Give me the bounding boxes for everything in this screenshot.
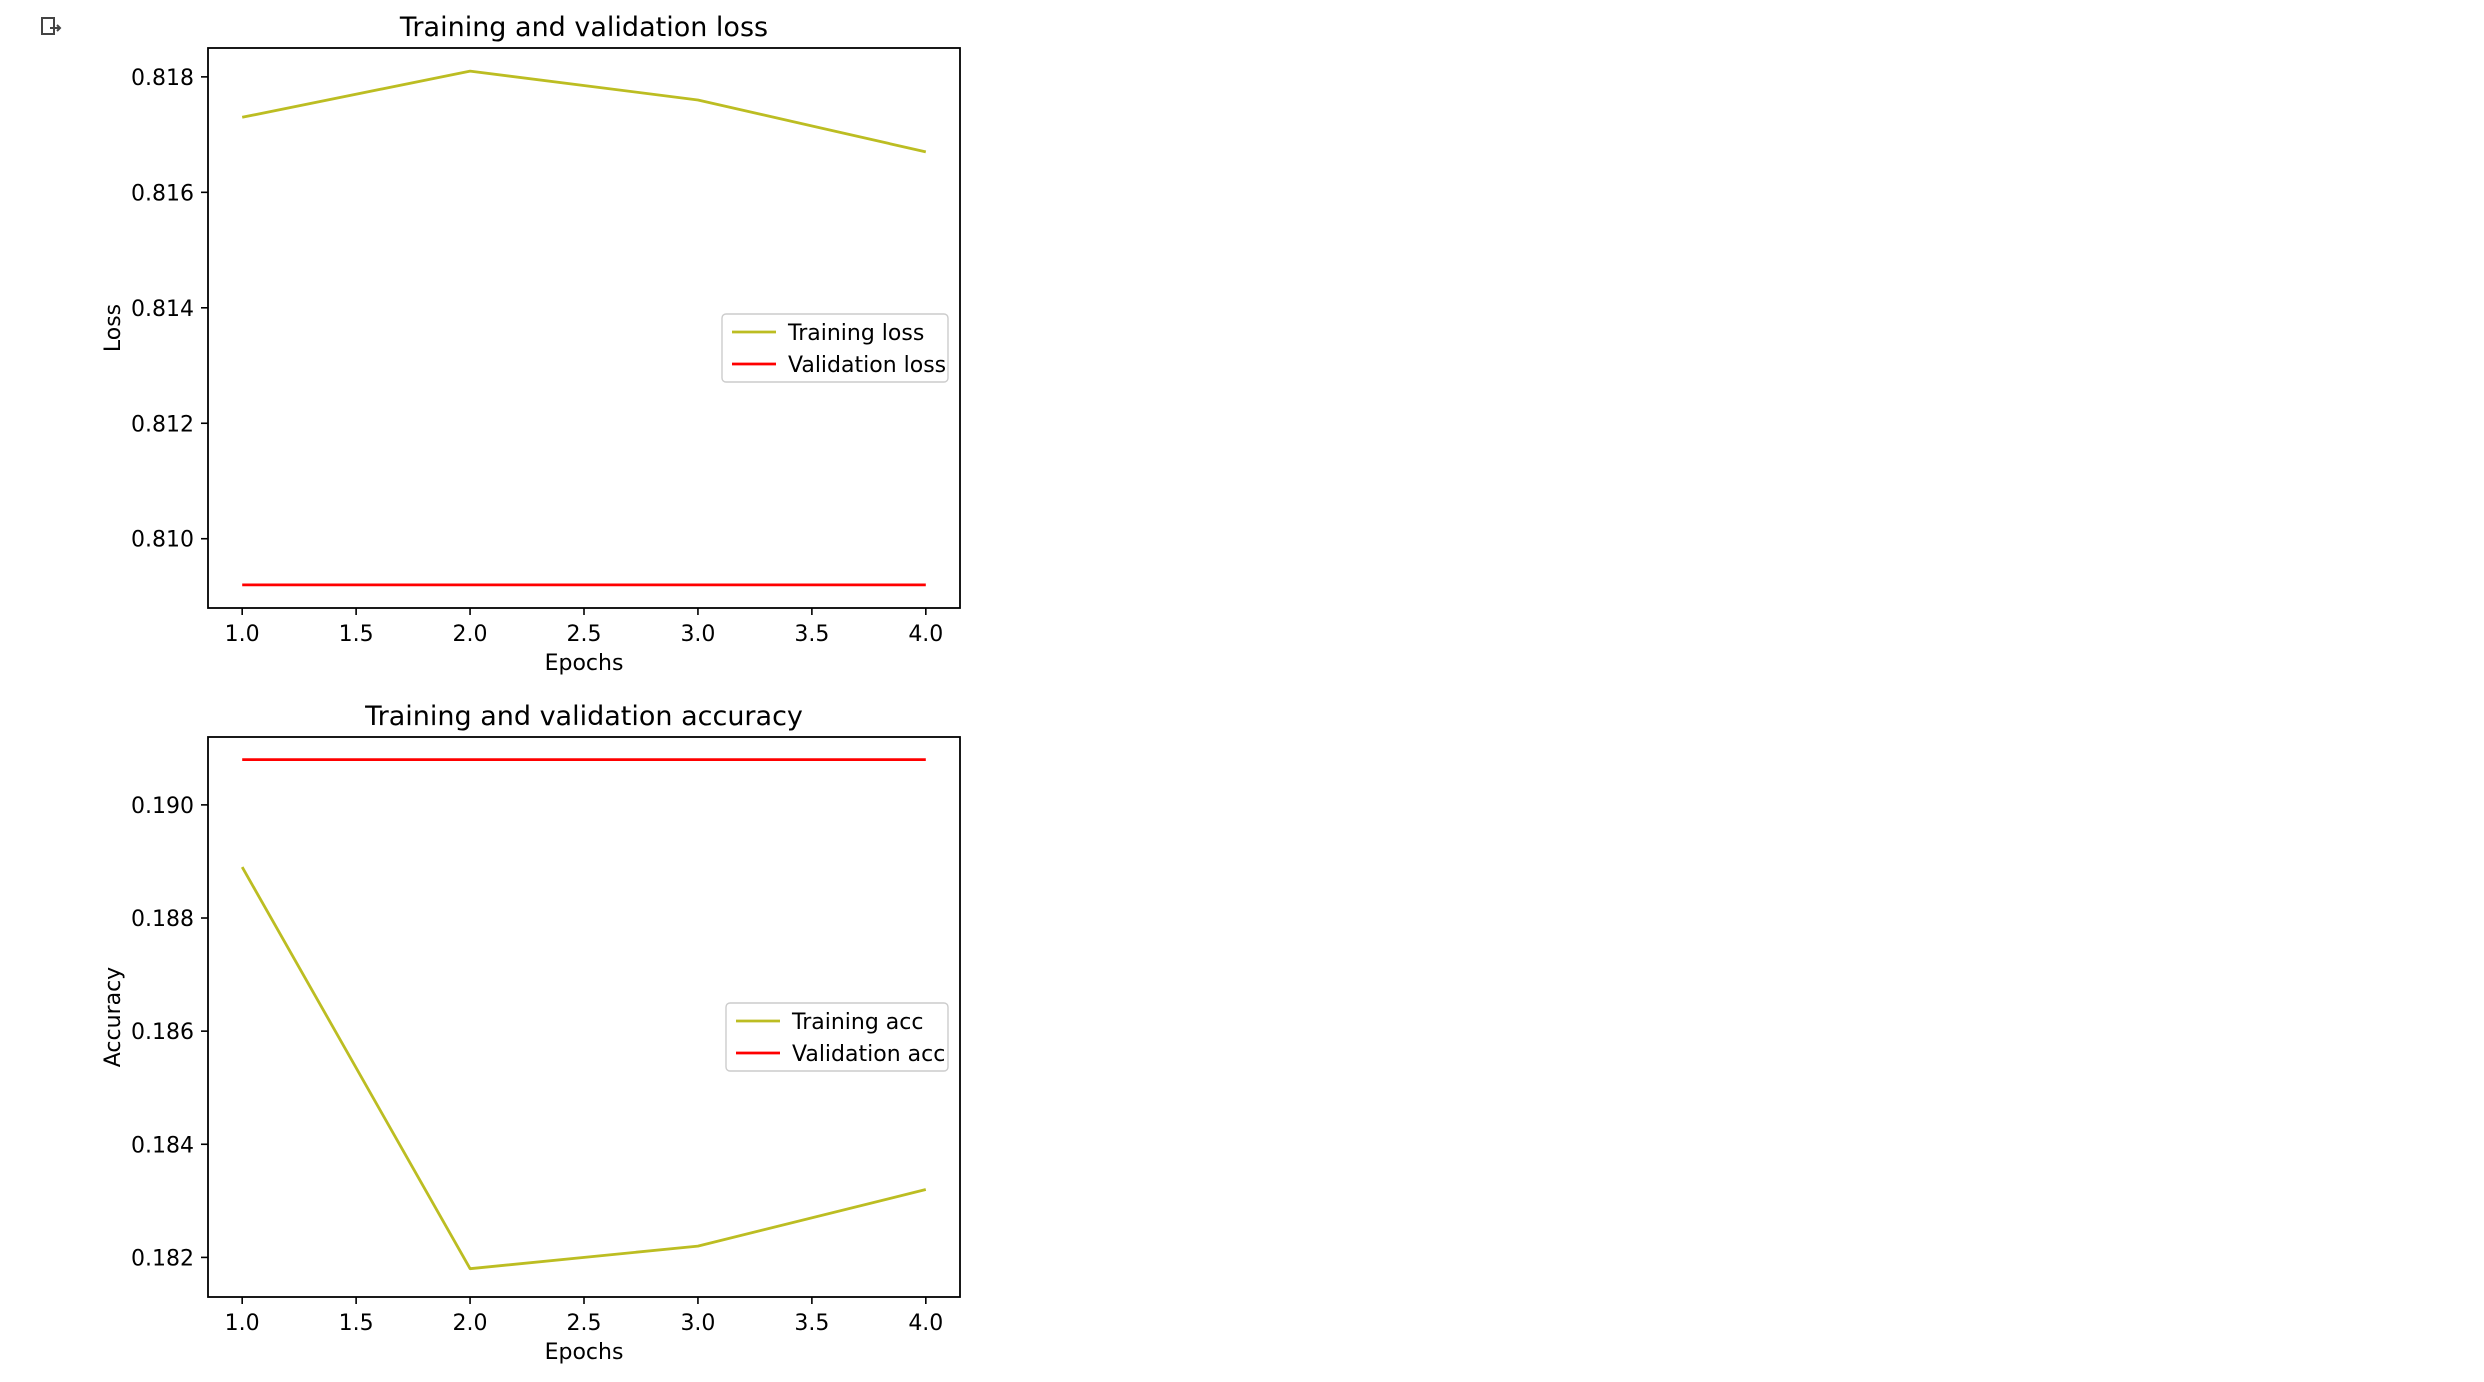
legend-frame xyxy=(721,313,949,383)
y-axis-label: Loss xyxy=(101,304,126,352)
x-tick-label: 2.0 xyxy=(453,622,488,647)
y-tick-label: 0.188 xyxy=(131,907,194,932)
x-tick-label: 4.0 xyxy=(908,622,943,647)
x-tick-label: 3.5 xyxy=(794,1311,829,1336)
x-tick-label: 1.0 xyxy=(225,622,260,647)
legend: Training acc Validation acc xyxy=(725,1002,949,1072)
x-tick-label: 3.0 xyxy=(680,622,715,647)
x-tick-label: 2.5 xyxy=(567,622,602,647)
legend-label: Training acc xyxy=(791,1010,923,1035)
y-tick-label: 0.814 xyxy=(131,297,194,322)
y-tick-label: 0.190 xyxy=(131,794,194,819)
chart-title: Training and validation loss xyxy=(399,12,768,43)
series-line-training-loss xyxy=(241,69,927,154)
chart-title: Training and validation accuracy xyxy=(364,701,803,732)
y-tick-label: 0.186 xyxy=(131,1020,194,1045)
x-axis-label: Epochs xyxy=(545,651,624,676)
legend: Training loss Validation loss xyxy=(721,313,949,383)
y-tick-label: 0.184 xyxy=(131,1133,194,1158)
y-tick-label: 0.182 xyxy=(131,1246,194,1271)
chart-panel-2: 1.0 1.5 2.0 2.5 3.0 3.5 4.0 0.182 0.184 0.186 0.18… xyxy=(101,701,961,1365)
legend-label: Validation loss xyxy=(788,353,946,378)
x-tick-label: 2.5 xyxy=(567,1311,602,1336)
legend-label: Validation acc xyxy=(792,1042,945,1067)
legend-frame xyxy=(725,1002,949,1072)
x-tick-label: 1.0 xyxy=(225,1311,260,1336)
x-tick-label: 4.0 xyxy=(908,1311,943,1336)
y-tick-label: 0.812 xyxy=(131,412,194,437)
y-tick-label: 0.818 xyxy=(131,66,194,91)
y-axis-label: Accuracy xyxy=(101,967,126,1067)
chart-panel-1: 1.0 1.5 2.0 2.5 3.0 3.5 4.0 0.810 0.812 0.814 0.81… xyxy=(101,12,961,676)
y-tick-label: 0.816 xyxy=(131,181,194,206)
x-tick-label: 2.0 xyxy=(453,1311,488,1336)
legend-label: Training loss xyxy=(787,321,924,346)
output-redirect-icon xyxy=(38,14,66,42)
series-line-training-acc xyxy=(240,866,927,1271)
x-tick-label: 3.0 xyxy=(680,1311,715,1336)
x-axis-label: Epochs xyxy=(545,1340,624,1365)
y-tick-label: 0.810 xyxy=(131,528,194,553)
x-tick-label: 3.5 xyxy=(794,622,829,647)
x-tick-label: 1.5 xyxy=(339,1311,374,1336)
x-tick-label: 1.5 xyxy=(339,622,374,647)
